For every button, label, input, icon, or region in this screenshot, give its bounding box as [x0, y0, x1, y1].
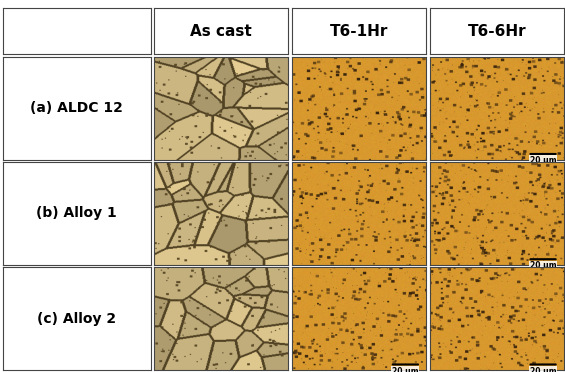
- Text: T6-1Hr: T6-1Hr: [330, 24, 388, 39]
- Text: 20 μm: 20 μm: [392, 366, 419, 372]
- Text: (a) ALDC 12: (a) ALDC 12: [31, 101, 123, 115]
- Text: (b) Alloy 1: (b) Alloy 1: [36, 206, 117, 220]
- Text: T6-6Hr: T6-6Hr: [467, 24, 526, 39]
- Text: 20 μm: 20 μm: [530, 156, 557, 165]
- Text: 20 μm: 20 μm: [530, 366, 557, 372]
- Text: 20 μm: 20 μm: [530, 261, 557, 270]
- Text: As cast: As cast: [190, 24, 252, 39]
- Text: (c) Alloy 2: (c) Alloy 2: [37, 312, 116, 326]
